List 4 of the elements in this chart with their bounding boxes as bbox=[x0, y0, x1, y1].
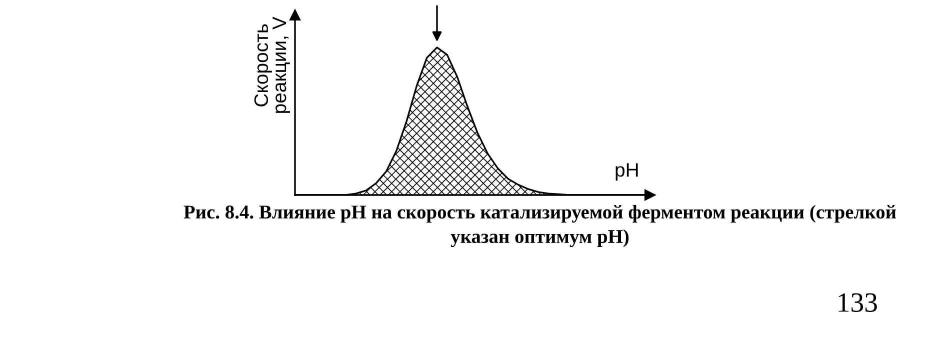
text: 133 bbox=[838, 293, 877, 312]
y-axis-title: Скорость реакции, V bbox=[254, 16, 290, 113]
x-axis-title: pH bbox=[616, 163, 638, 181]
text: Рис. 8.4. Влияние pH на скорость катализируемой ферментом реакции (стрелкой указан оптимум pH) bbox=[184, 204, 896, 248]
